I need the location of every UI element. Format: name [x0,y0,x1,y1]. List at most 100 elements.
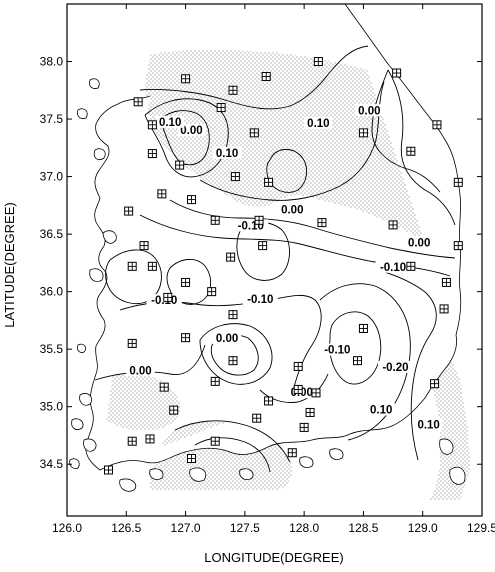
y-tick-label: 37.5 [40,112,64,126]
contour-label: 0.10 [417,419,439,431]
station-marker [207,287,217,297]
station-marker [147,261,157,271]
station-marker [228,356,238,366]
station-marker [210,215,220,225]
y-axis: 34.5 35.0 35.5 36.0 36.5 37.0 37.5 38.0 [40,55,482,471]
x-tick-label: 127.5 [230,521,260,535]
y-tick-label: 35.0 [40,400,64,414]
station-marker [264,177,274,187]
contour-line [194,437,271,473]
contour-line [144,98,229,178]
contour-line [377,269,437,461]
station-marker [157,189,167,199]
station-marker [127,436,137,446]
station-marker [252,413,262,423]
station-marker [139,241,149,251]
contour-label-bg [242,292,278,305]
station-marker [264,396,274,406]
contour-label: -0.10 [380,262,406,274]
x-tick-label: 128.5 [348,521,378,535]
station-marker [228,310,238,320]
contour-label: 0.00 [408,238,430,250]
y-tick-label: 35.5 [40,342,64,356]
contour-label-bg [377,360,413,373]
station-marker [439,304,449,314]
station-marker [358,128,368,138]
contour-line [371,69,441,193]
contour-label: 0.00 [281,204,303,216]
contour-label-bg [278,203,307,216]
station-marker [388,220,398,230]
station-marker [226,252,236,262]
station-marker [453,177,463,187]
contour-label: 0.10 [370,404,392,416]
station-marker [187,195,196,205]
y-tick-label: 37.0 [40,170,64,184]
contour-line [166,259,211,305]
islands [69,78,466,492]
station-marker [406,261,416,271]
station-marker [432,120,442,130]
station-marker [210,376,220,386]
contour-line [199,81,385,201]
y-tick-label: 38.0 [40,55,64,69]
plot-frame [66,3,483,517]
stipple-region-southwest [95,373,181,431]
station-marker [249,128,259,138]
station-marker [159,382,169,392]
station-marker [147,120,157,130]
station-markers [104,57,463,475]
x-tick-label: 129.5 [467,521,495,535]
x-tick-label: 126.0 [52,521,82,535]
contour-line [199,323,273,385]
contour-labels: 0.000.100.100.100.000.00-0.10-0.100.00-0… [126,104,443,431]
contour-label: -0.10 [247,294,273,306]
contour-label: 0.10 [159,117,181,129]
station-marker [228,85,238,95]
contour-label-bg [212,146,242,159]
station-marker [181,333,191,343]
station-marker [317,218,327,228]
y-tick-label: 34.5 [40,457,64,471]
station-marker [181,277,191,287]
peninsula-west-coast [85,95,151,471]
contour-label: 0.10 [216,148,238,160]
contour-label: 0.00 [180,125,202,137]
station-marker [104,465,113,475]
contour-label: -0.10 [324,345,350,357]
contour-label: 0.00 [358,105,380,117]
x-tick-label: 126.5 [111,521,141,535]
station-marker [124,206,134,216]
station-marker [261,71,271,81]
station-marker [254,215,264,225]
contour-label-bg [375,260,411,273]
y-tick-label: 36.0 [40,285,64,299]
contour-label-bg [177,123,206,136]
station-marker [175,160,185,170]
station-marker [406,146,416,156]
contour-label-bg [304,116,333,129]
station-marker [145,434,155,444]
station-marker [299,422,309,432]
station-marker [230,172,240,182]
station-marker [169,405,179,415]
station-marker [453,241,463,251]
contour-label: -0.20 [382,362,408,374]
contour-line [319,283,411,441]
station-marker [210,436,220,446]
contour-label-bg [212,332,242,345]
station-marker [441,277,451,287]
station-marker [305,407,315,417]
coastline [69,4,466,492]
station-marker [147,149,157,159]
contour-label: 0.00 [129,365,151,377]
contour-label-bg [404,236,434,249]
contour-line [266,149,307,193]
station-marker [133,97,143,107]
contour-label: 0.10 [307,118,329,130]
station-marker [313,57,323,67]
station-marker [293,361,303,371]
contour-line [119,294,322,396]
x-axis: 126.0 126.5 127.0 127.5 128.0 128.5 129.0 129.5 [52,4,495,535]
station-marker [127,338,137,348]
